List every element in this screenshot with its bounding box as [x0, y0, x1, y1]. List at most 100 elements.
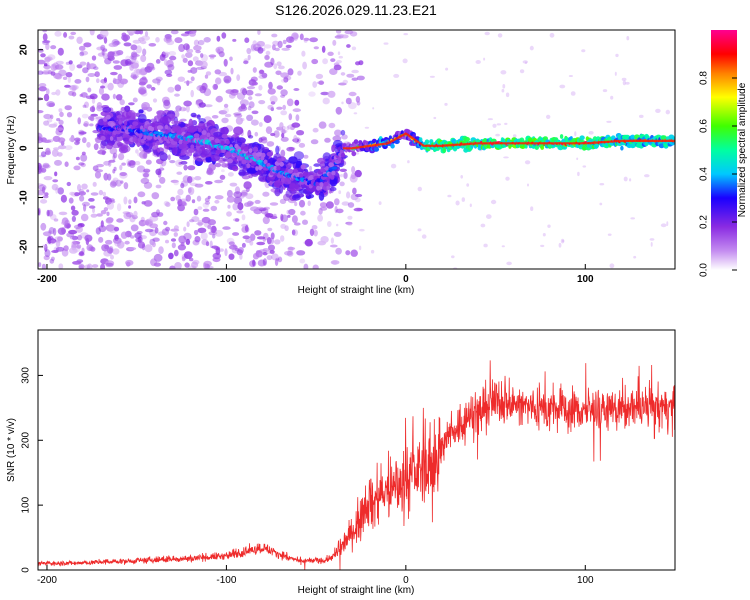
spectrogram-noise-cell [64, 223, 72, 229]
spectrogram-noise-cell [262, 248, 270, 252]
spectrogram-noise-cell [278, 65, 285, 70]
spectrogram-noise-cell [88, 198, 95, 202]
spectrogram-noise-cell [170, 228, 180, 232]
spectrogram-noise-cell [630, 217, 635, 220]
spectrogram-noise-cell [144, 228, 154, 233]
spectrogram-noise-cell [40, 53, 46, 58]
spectrogram-noise-cell [174, 262, 182, 269]
spectrogram-noise-cell [45, 150, 51, 156]
spectrogram-noise-cell [355, 193, 363, 198]
spectrogram-noise-cell [157, 80, 161, 86]
spectrogram-noise-cell [301, 50, 306, 57]
spectrogram-noise-cell [353, 207, 363, 212]
spectrogram-noise-cell [105, 260, 115, 267]
spectrogram-noise-cell [151, 241, 156, 248]
spectrogram-noise-cell [338, 82, 347, 86]
spectrogram-noise-cell [267, 104, 274, 110]
colorbar-ramp [711, 30, 737, 270]
spectrogram-noise-cell [83, 42, 92, 48]
spectrogram-noise-cell [163, 220, 168, 226]
spectrogram-noise-cell [223, 58, 228, 67]
spectrogram-noise-cell [286, 146, 295, 152]
spectrogram-noise-cell [336, 60, 342, 64]
spectrogram-noise-cell [224, 113, 232, 118]
spectrogram-noise-cell [155, 76, 163, 82]
spectrogram-noise-cell [74, 79, 82, 84]
spectrogram-noise-cell [581, 49, 586, 53]
spectrogram-noise-cell [140, 54, 147, 63]
spectrogram-noise-cell [159, 176, 166, 184]
spectrogram-noise-cell [480, 223, 486, 228]
spectrogram-noise-cell [106, 211, 110, 216]
spectrogram-noise-cell [199, 85, 207, 94]
spectrogram-ridge-cell [236, 155, 243, 161]
snr-x-tick-label: 100 [577, 575, 594, 586]
spectrogram-noise-cell [112, 78, 121, 85]
spectrogram-noise-cell [95, 227, 101, 235]
spectrogram-ridge-cell [180, 127, 185, 133]
spectrogram-noise-cell [352, 187, 357, 195]
spectrogram-noise-cell [193, 229, 199, 236]
spectrogram-ridge-cell [137, 137, 142, 143]
spectrogram-noise-cell [466, 183, 470, 187]
spectrogram-noise-cell [119, 172, 127, 177]
spectrogram-noise-cell [194, 236, 201, 243]
spectrogram-noise-cell [38, 166, 44, 174]
spectrogram-noise-cell [141, 35, 151, 41]
spectrogram-noise-cell [241, 242, 246, 248]
spectrogram-noise-cell [291, 32, 299, 40]
spectrogram-ridge-cell [316, 185, 321, 191]
spectrogram-noise-cell [218, 71, 228, 77]
spectrogram-noise-cell [243, 181, 252, 190]
spectrogram-ridge-cell [227, 158, 233, 164]
spectrogram-ridge-cell [331, 170, 336, 176]
spectrogram-noise-cell [102, 48, 108, 52]
spectrogram-noise-cell [246, 86, 256, 90]
spectrogram-noise-cell [251, 119, 259, 126]
colorbar-title: Normalized spectral amplitude [737, 82, 748, 217]
spectrogram-noise-cell [559, 84, 566, 89]
spectrogram-noise-cell [228, 241, 235, 246]
spectrogram-noise-cell [298, 142, 306, 148]
spectrogram-noise-cell [334, 198, 340, 206]
spectrogram-noise-cell [345, 250, 351, 256]
spectrogram-noise-cell [112, 177, 119, 183]
spectrogram-noise-cell [42, 30, 48, 33]
spectrogram-noise-cell [403, 33, 409, 36]
spectrogram-ridge-cell [246, 163, 251, 169]
spectrogram-noise-cell [214, 229, 224, 237]
spectrogram-ridge-cell [331, 166, 338, 170]
spectrogram-noise-cell [117, 240, 125, 249]
spectrogram-noise-cell [51, 149, 59, 157]
spectrogram-noise-cell [354, 169, 362, 178]
spectrogram-noise-cell [487, 118, 493, 121]
spectrogram-noise-cell [527, 183, 529, 187]
spectrogram-noise-cell [378, 201, 382, 206]
spectrogram-noise-cell [136, 165, 146, 173]
spectrogram-noise-cell [304, 238, 313, 247]
spectrogram-noise-cell [53, 122, 58, 127]
spectrogram-noise-cell [174, 93, 180, 97]
spectrogram-noise-cell [349, 174, 358, 183]
spectrogram-ridge-cell [287, 179, 292, 185]
spectrogram-noise-cell [273, 63, 278, 70]
spectrogram-noise-cell [254, 93, 262, 97]
spectrogram-noise-cell [266, 141, 275, 147]
spectrogram-noise-cell [549, 32, 555, 38]
spectrogram-noise-cell [190, 76, 195, 82]
spectrogram-noise-cell [187, 176, 193, 184]
spectrogram-noise-cell [187, 60, 194, 67]
spectrogram-noise-cell [155, 37, 160, 43]
spectrogram-noise-cell [43, 69, 52, 75]
spectrogram-noise-cell [221, 169, 225, 173]
spectrogram-noise-cell [123, 196, 128, 205]
spectrogram-ridge-cell [193, 133, 200, 139]
spectrogram-noise-cell [92, 165, 99, 171]
spectrogram-noise-cell [159, 54, 166, 61]
spectrogram-noise-cell [55, 246, 65, 252]
spectrogram-band-cell [246, 167, 258, 174]
spectrogram-noise-cell [152, 237, 160, 242]
spectrogram-ridge-cell [298, 173, 304, 179]
spectrogram-noise-cell [246, 114, 254, 122]
spectrogram-noise-cell [185, 52, 193, 58]
